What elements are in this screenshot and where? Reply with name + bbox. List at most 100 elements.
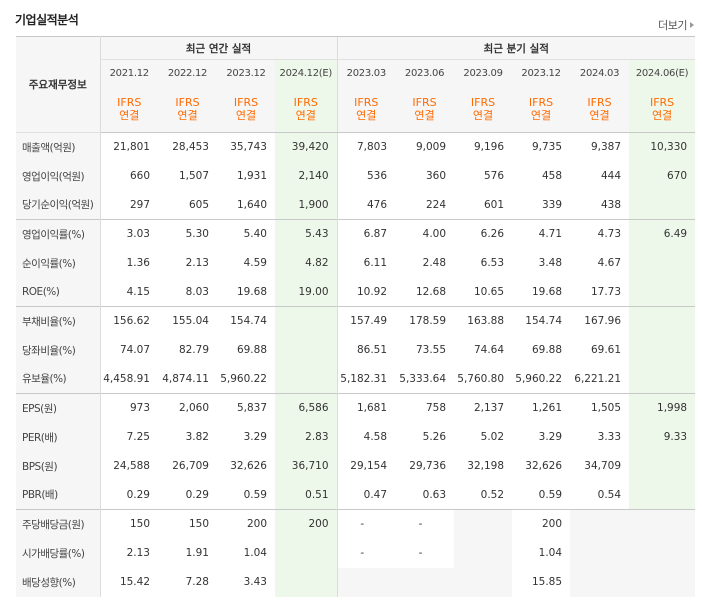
- value-cell: 29,736: [409, 460, 447, 472]
- value-cell: 4.73: [570, 219, 630, 249]
- value-cell: 5,760.80: [457, 372, 505, 385]
- accounting-standard-header: IFRS 연결: [158, 86, 217, 133]
- row-label: 매출액(억원): [16, 132, 101, 162]
- value-cell: 2,140: [275, 161, 338, 191]
- value-cell: [275, 335, 338, 365]
- value-cell: [336, 567, 396, 597]
- more-arrow-icon[interactable]: [690, 22, 694, 28]
- value-cell: 0.63: [422, 488, 447, 501]
- value-cell: -: [336, 509, 396, 539]
- table-row: 부채비율(%) 156.62 155.04 154.74 157.49 178.59 163…: [16, 306, 696, 336]
- value-cell: 86.51: [336, 335, 396, 365]
- value-cell: -: [336, 538, 396, 568]
- value-cell: 2.13: [126, 547, 150, 559]
- value-cell: 297: [129, 198, 150, 211]
- table-row: 순이익률(%) 1.36 2.13 4.59 4.82 6.11 2.48 6.53 3.48 4…: [16, 248, 696, 278]
- value-cell: 0.52: [480, 488, 505, 501]
- value-cell: [395, 567, 455, 597]
- value-cell: [629, 306, 696, 336]
- row-label: ROE(%): [16, 277, 101, 307]
- table-row: PBR(배) 0.29 0.29 0.59 0.51 0.47 0.63 0.52 0.59 0.…: [16, 480, 696, 510]
- value-cell: [629, 190, 696, 220]
- value-cell: 4.00: [395, 219, 455, 249]
- value-cell: 4.58: [336, 422, 396, 452]
- value-cell: 1.36: [126, 257, 150, 269]
- period-header: 2023.03: [336, 59, 396, 86]
- value-cell: 12.68: [415, 285, 447, 298]
- value-cell: 1.04: [538, 547, 563, 559]
- value-cell: [629, 451, 696, 481]
- more-link[interactable]: 더보기: [658, 17, 694, 33]
- value-cell: 5.40: [217, 219, 275, 249]
- value-cell: 0.51: [275, 480, 338, 510]
- value-cell: 4,458.91: [103, 372, 150, 385]
- value-cell: 3.43: [243, 576, 267, 588]
- accounting-standard-header: IFRS 연결: [336, 86, 396, 133]
- period-header: 2023.06: [395, 59, 455, 86]
- value-cell: 200: [275, 509, 338, 539]
- value-cell: 476: [336, 190, 396, 220]
- ifrs-label: IFRS: [528, 96, 554, 109]
- value-cell: 19.00: [275, 277, 338, 307]
- value-cell: 200: [217, 509, 275, 539]
- value-cell: 6.49: [629, 219, 696, 249]
- value-cell: 69.88: [531, 344, 563, 356]
- value-cell: 4.15: [126, 285, 150, 298]
- more-label[interactable]: 더보기: [658, 19, 687, 32]
- table-row: PER(배) 7.25 3.82 3.29 2.83 4.58 5.26 5.02 3.29 3.…: [16, 422, 696, 452]
- row-label: 영업이익률(%): [16, 219, 101, 249]
- value-cell: 28,453: [172, 141, 209, 154]
- consolidated-label: 연결: [472, 109, 494, 122]
- value-cell: 3.82: [185, 431, 209, 443]
- value-cell: 24,588: [113, 460, 150, 472]
- consolidated-label: 연결: [651, 109, 673, 122]
- row-label: 영업이익(억원): [16, 161, 101, 191]
- value-cell: 9,735: [531, 141, 563, 154]
- value-cell: 19.68: [236, 285, 267, 298]
- value-cell: [629, 335, 696, 365]
- quarter-header: 최근 분기 실적: [336, 36, 696, 60]
- value-cell: 2,137: [454, 393, 513, 423]
- ifrs-label: IFRS: [412, 96, 437, 109]
- value-cell: 4.67: [597, 257, 622, 269]
- value-cell: 5,182.31: [336, 364, 396, 394]
- value-cell: 32,626: [525, 460, 563, 472]
- value-cell: 1,998: [629, 393, 696, 423]
- row-label: 배당성향(%): [16, 567, 101, 597]
- value-cell: 3.29: [538, 431, 563, 443]
- value-cell: 1,507: [178, 170, 209, 182]
- value-cell: 5,960.22: [515, 372, 563, 385]
- value-cell: 670: [629, 161, 696, 191]
- value-cell: 444: [600, 170, 622, 182]
- accounting-standard-header: IFRS 연결: [454, 86, 513, 133]
- row-header-title: 주요재무정보: [16, 36, 101, 133]
- value-cell: 458: [541, 170, 563, 182]
- consolidated-label: 연결: [119, 109, 140, 122]
- value-cell: [629, 538, 696, 568]
- value-cell: 339: [541, 198, 563, 211]
- value-cell: 4.59: [243, 257, 267, 269]
- value-cell: 3.48: [538, 257, 563, 269]
- table-row: 주당배당금(원) 150 150 200 200- -200: [16, 509, 696, 539]
- value-cell: 69.61: [590, 344, 622, 356]
- consolidated-label: 연결: [177, 109, 198, 122]
- value-cell: 660: [129, 170, 150, 182]
- value-cell: 5.43: [275, 219, 338, 249]
- value-cell: 1.91: [185, 547, 209, 559]
- consolidated-label: 연결: [530, 109, 552, 122]
- period-header: 2022.12: [158, 59, 217, 86]
- ifrs-label: IFRS: [175, 96, 200, 109]
- value-cell: 6,221.21: [574, 372, 622, 385]
- value-cell: 4,874.11: [162, 372, 209, 385]
- value-cell: 6,586: [275, 393, 338, 423]
- value-cell: 4.82: [275, 248, 338, 278]
- value-cell: 758: [395, 393, 455, 423]
- value-cell: 605: [188, 198, 209, 211]
- value-cell: 15.42: [119, 576, 150, 588]
- value-cell: 6.53: [480, 257, 505, 269]
- value-cell: 200: [512, 509, 571, 539]
- section-title: 기업실적분석: [15, 13, 79, 27]
- value-cell: 0.29: [126, 488, 150, 501]
- period-header: 2023.12: [512, 59, 571, 86]
